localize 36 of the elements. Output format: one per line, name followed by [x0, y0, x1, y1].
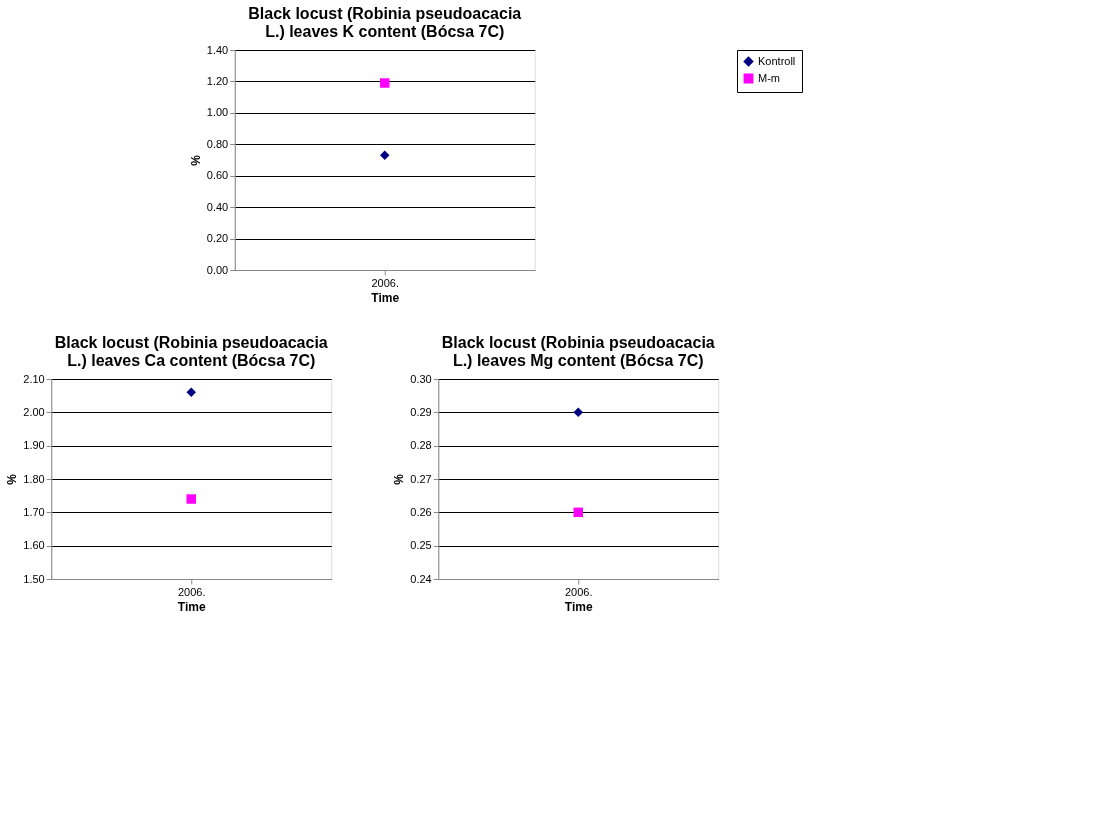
x-tick-label: 2006.: [177, 585, 206, 598]
y-tick-label: 0.80: [206, 137, 229, 150]
y-tick-label: 0.20: [206, 232, 229, 245]
y-tick-label: 1.50: [23, 572, 45, 585]
y-tick-label: 0.40: [206, 200, 229, 213]
y-axis-title: %: [188, 154, 203, 166]
chart-title: Black locust (Robinia pseudoacacia L.) leaves Mg content (Bócsa 7C): [441, 334, 715, 369]
y-tick-label: 0.25: [410, 539, 432, 552]
y-axis-title: %: [5, 473, 20, 485]
y-tick-label: 1.80: [23, 472, 45, 485]
y-tick-label: 0.28: [410, 439, 432, 452]
y-tick-label: 0.00: [206, 263, 229, 276]
y-tick-label: 0.29: [410, 405, 432, 418]
x-tick-label: 2006.: [564, 585, 593, 598]
x-axis-title: Time: [177, 599, 206, 614]
legend-label: Kontroll: [758, 54, 796, 67]
y-tick-label: 1.90: [23, 439, 45, 452]
chart-title: Black locust (Robinia pseudoacacia L.) leaves Ca content (Bócsa 7C): [54, 334, 328, 369]
x-axis-title: Time: [371, 290, 400, 305]
y-tick-label: 1.60: [23, 539, 45, 552]
y-tick-label: 2.10: [23, 372, 45, 385]
y-tick-label: 1.40: [206, 43, 229, 56]
y-tick-label: 2.00: [23, 405, 45, 418]
x-axis-title: Time: [564, 599, 593, 614]
y-tick-label: 1.20: [206, 74, 229, 87]
y-axis-title: %: [392, 473, 407, 485]
y-tick-label: 0.26: [410, 505, 432, 518]
legend-label: M-m: [758, 71, 780, 84]
x-tick-label: 2006.: [371, 276, 400, 289]
y-tick-label: 0.27: [410, 472, 432, 485]
y-tick-label: 1.00: [206, 106, 229, 119]
y-tick-label: 0.24: [410, 572, 432, 585]
y-tick-label: 0.30: [410, 372, 432, 385]
y-tick-label: 0.60: [206, 169, 229, 182]
y-tick-label: 1.70: [23, 505, 45, 518]
chart-title: Black locust (Robinia pseudoacacia L.) leaves K content (Bócsa 7C): [248, 5, 522, 40]
